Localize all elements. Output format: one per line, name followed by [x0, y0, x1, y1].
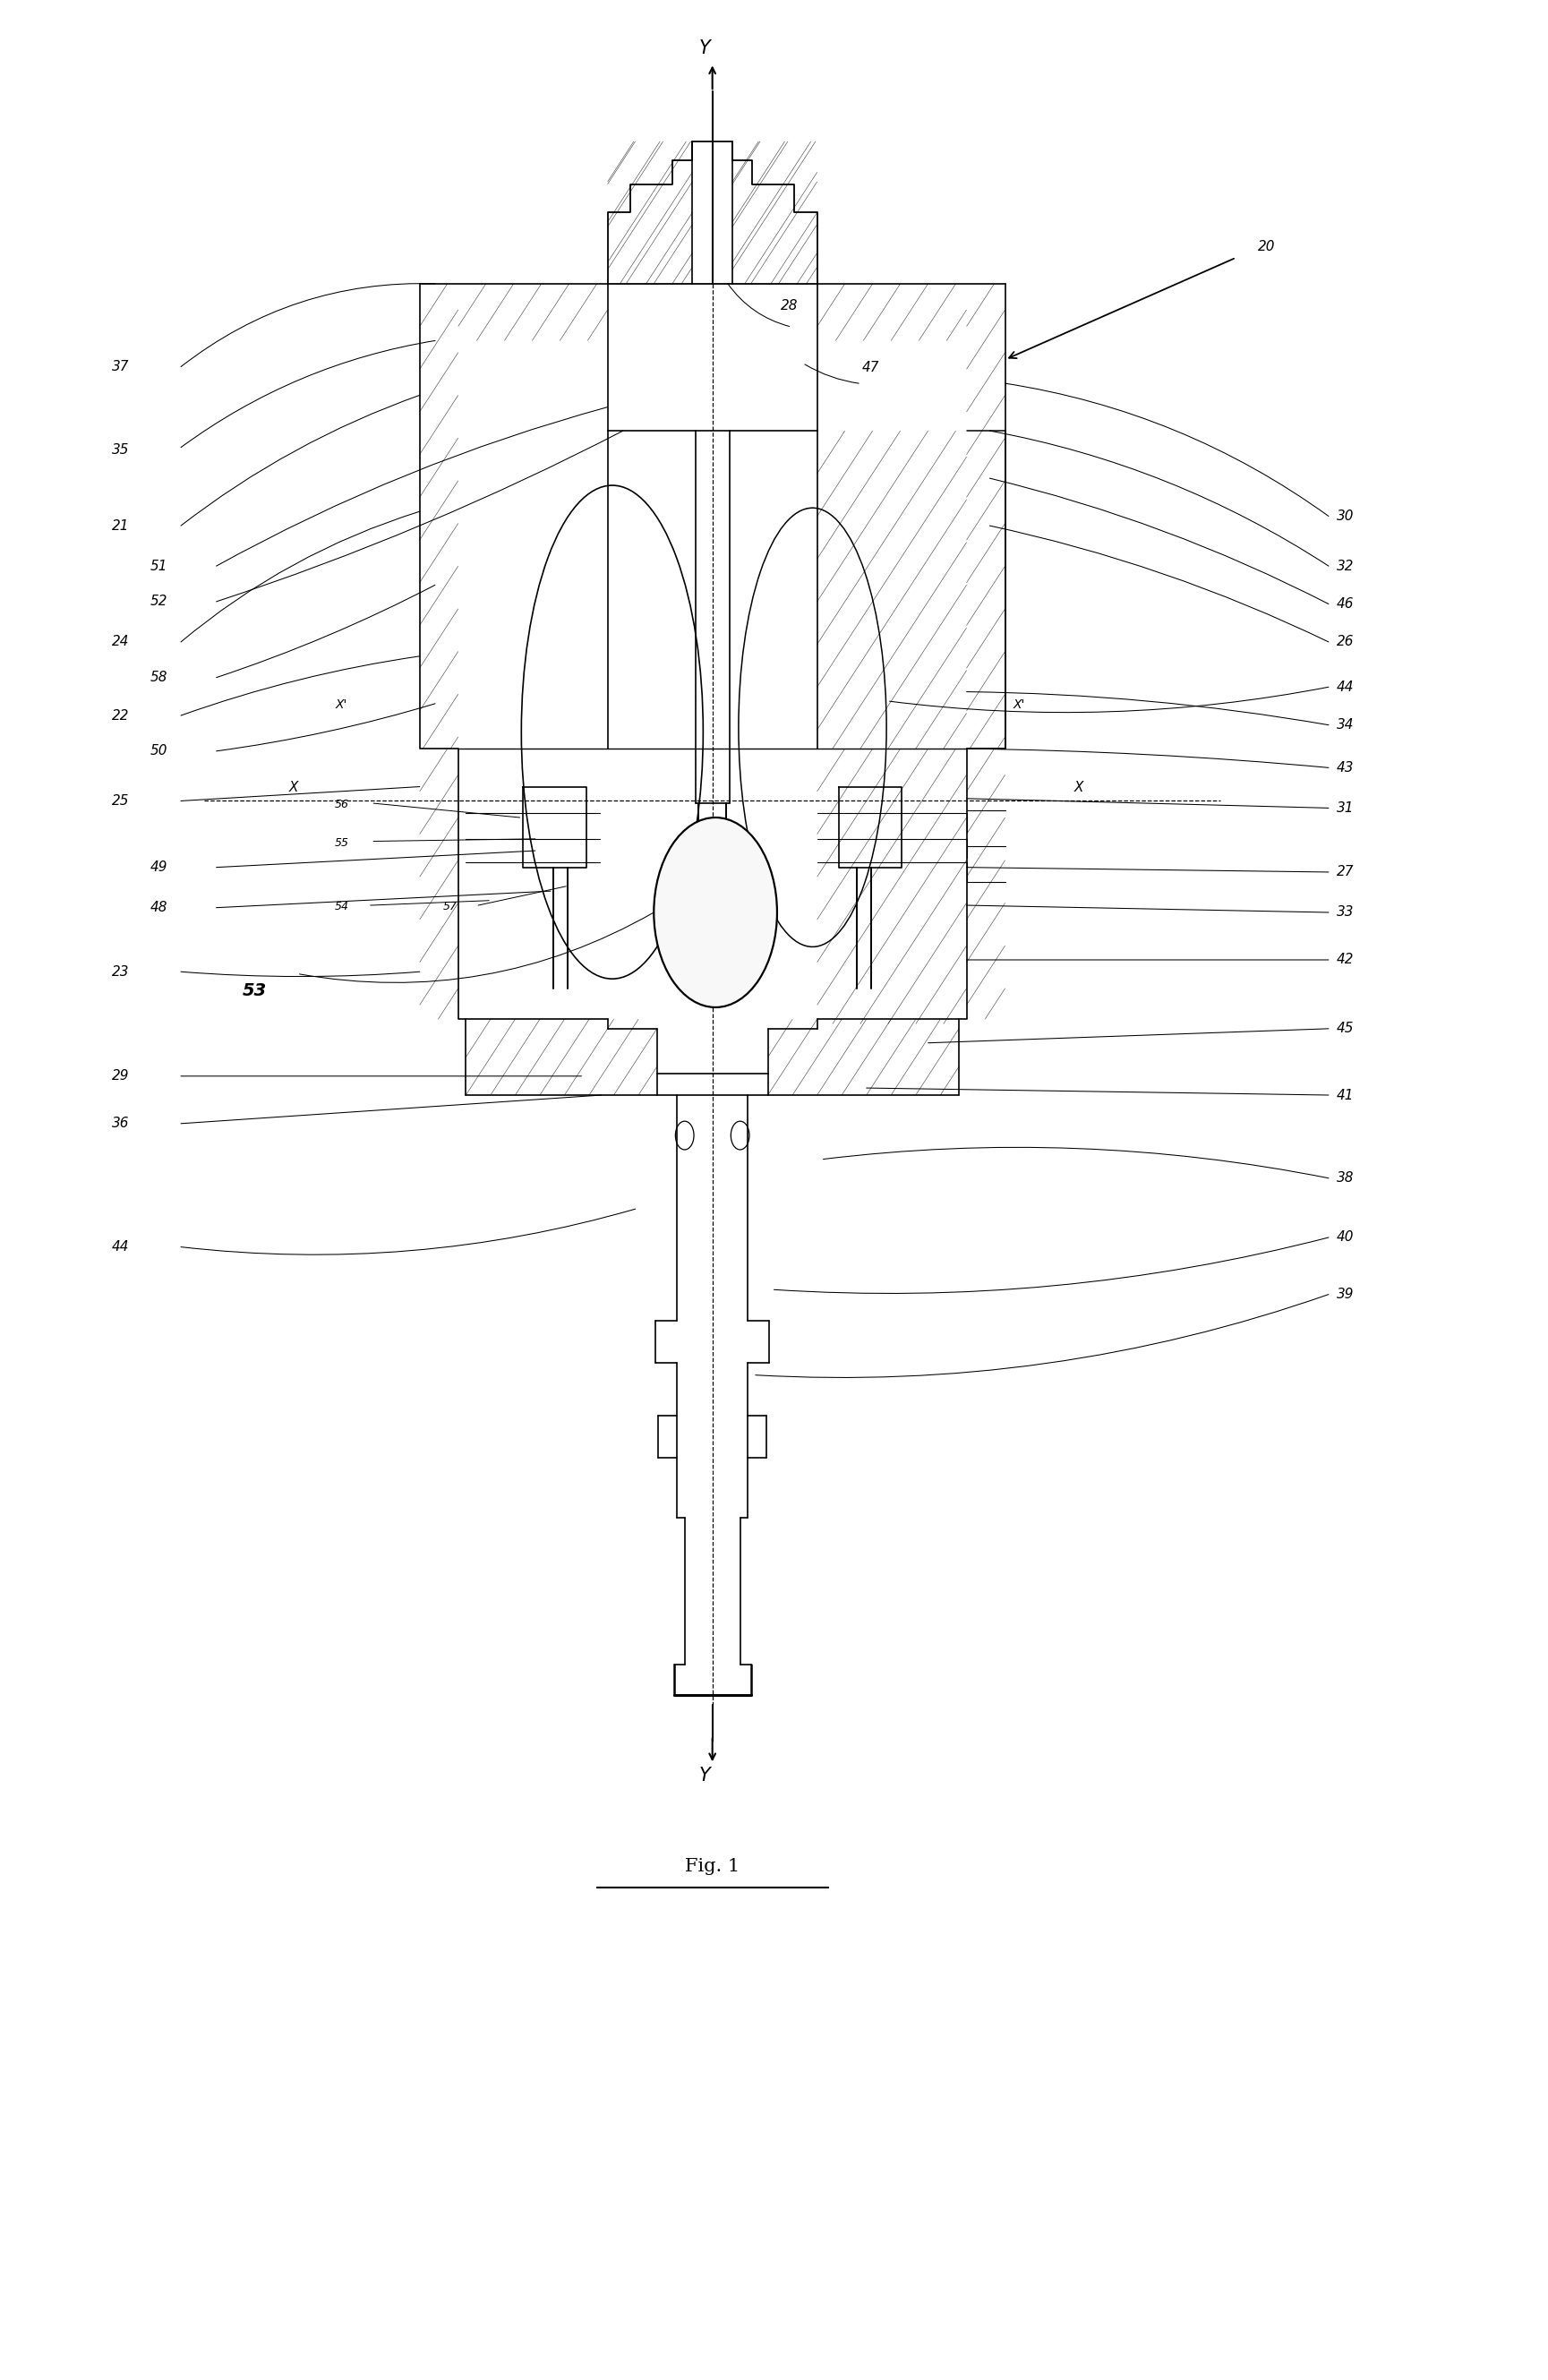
Text: 44: 44 [1336, 681, 1354, 693]
Text: 25: 25 [111, 795, 128, 807]
Text: 58: 58 [150, 671, 167, 683]
Text: Y: Y [700, 1766, 711, 1785]
Text: 20: 20 [1259, 240, 1276, 252]
Text: 26: 26 [1336, 635, 1354, 650]
Text: 34: 34 [1336, 719, 1354, 731]
Text: 22: 22 [111, 709, 128, 721]
Text: 36: 36 [111, 1116, 128, 1130]
Text: 30: 30 [1336, 509, 1354, 524]
Text: 52: 52 [150, 595, 167, 609]
Text: 23: 23 [111, 964, 128, 978]
Text: X: X [1074, 781, 1084, 795]
Text: 27: 27 [1336, 866, 1354, 878]
Text: 32: 32 [1336, 559, 1354, 574]
Text: 29: 29 [111, 1069, 128, 1083]
Text: 54: 54 [334, 902, 350, 912]
Text: 39: 39 [1336, 1288, 1354, 1302]
Text: X': X' [334, 697, 347, 712]
Text: 45: 45 [1336, 1021, 1354, 1035]
Text: 33: 33 [1336, 907, 1354, 919]
Text: 44: 44 [111, 1240, 128, 1254]
Text: 46: 46 [1336, 597, 1354, 612]
Text: 37: 37 [111, 359, 128, 374]
Text: 55: 55 [334, 838, 350, 850]
Text: 47: 47 [862, 362, 879, 374]
Text: 48: 48 [150, 902, 167, 914]
Text: X': X' [1012, 697, 1025, 712]
Text: 42: 42 [1336, 952, 1354, 966]
Text: 41: 41 [1336, 1088, 1354, 1102]
Text: X: X [289, 781, 299, 795]
Text: 31: 31 [1336, 802, 1354, 814]
Text: 21: 21 [111, 519, 128, 533]
Text: 28: 28 [780, 300, 799, 312]
Text: 43: 43 [1336, 762, 1354, 774]
Text: 49: 49 [150, 862, 167, 873]
Text: Fig. 1: Fig. 1 [684, 1859, 740, 1875]
Text: 38: 38 [1336, 1171, 1354, 1185]
Text: 35: 35 [111, 443, 128, 457]
Text: 57: 57 [443, 902, 457, 912]
Text: 40: 40 [1336, 1230, 1354, 1245]
Text: 56: 56 [334, 800, 350, 812]
Text: 51: 51 [150, 559, 167, 574]
Text: 24: 24 [111, 635, 128, 650]
Text: Y: Y [700, 38, 711, 57]
Circle shape [653, 816, 777, 1007]
Text: 53: 53 [243, 983, 266, 1000]
Text: 50: 50 [150, 745, 167, 757]
